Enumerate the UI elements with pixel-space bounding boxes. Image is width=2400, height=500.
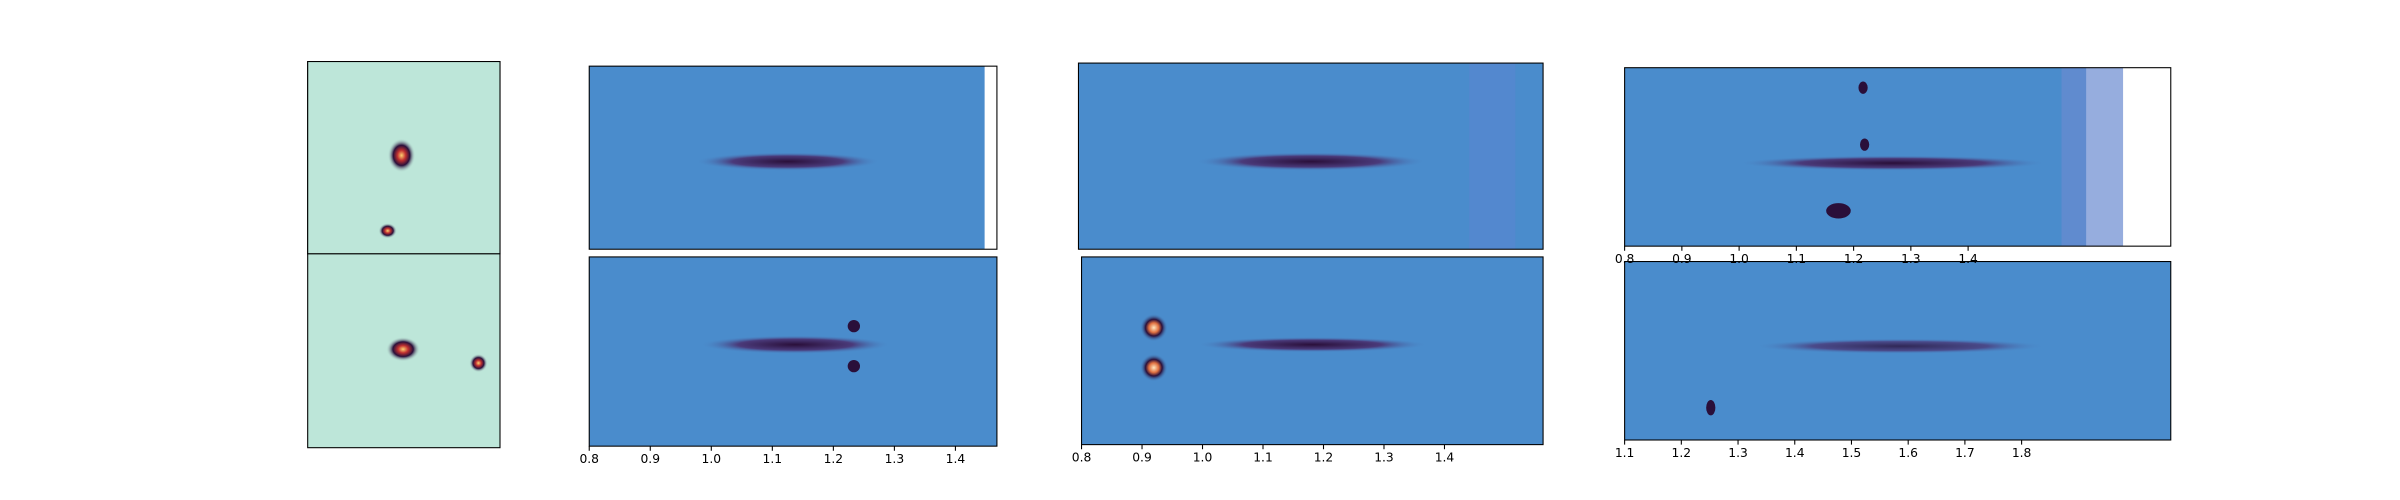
x-tick-label: 1.2 bbox=[824, 452, 844, 466]
x-tick-label: 1.0 bbox=[1729, 252, 1749, 266]
x-tick-label: 0.9 bbox=[1672, 252, 1692, 266]
spectrum-image bbox=[1077, 62, 1544, 250]
spectrum-image bbox=[1624, 261, 2172, 441]
x-tick-label: 1.2 bbox=[1672, 446, 1692, 460]
x-tick-label: 1.3 bbox=[1374, 451, 1394, 465]
x-tick-label: 1.4 bbox=[1785, 446, 1805, 460]
spectrum-image bbox=[1081, 256, 1544, 446]
x-tick-label: 0.8 bbox=[579, 452, 599, 466]
x-tick-label: 1.6 bbox=[1898, 446, 1918, 460]
thumbnail bbox=[307, 61, 501, 255]
x-tick-label: 1.2 bbox=[1314, 451, 1334, 465]
x-tick-label: 1.4 bbox=[946, 452, 966, 466]
x-tick-label: 1.5 bbox=[1842, 446, 1862, 460]
x-tick-label: 0.8 bbox=[1072, 451, 1092, 465]
spectrum-image bbox=[588, 65, 998, 250]
x-tick-label: 1.4 bbox=[1435, 451, 1455, 465]
x-tick-label: 0.8 bbox=[1615, 252, 1635, 266]
x-tick-label: 1.1 bbox=[1615, 446, 1635, 460]
x-tick-label: 1.7 bbox=[1955, 446, 1975, 460]
thumbnail bbox=[307, 253, 501, 449]
x-tick-label: 1.3 bbox=[1901, 252, 1921, 266]
x-tick-label: 1.4 bbox=[1958, 252, 1978, 266]
x-tick-label: 1.0 bbox=[702, 452, 722, 466]
x-tick-label: 1.3 bbox=[885, 452, 905, 466]
x-tick-label: 0.9 bbox=[640, 452, 660, 466]
spectrum-image bbox=[1624, 67, 2172, 247]
x-tick-label: 1.0 bbox=[1193, 451, 1213, 465]
x-tick-label: 1.1 bbox=[763, 452, 783, 466]
x-tick-label: 1.1 bbox=[1787, 252, 1807, 266]
x-tick-label: 1.3 bbox=[1728, 446, 1748, 460]
x-tick-label: 1.1 bbox=[1253, 451, 1273, 465]
x-tick-label: 1.8 bbox=[2012, 446, 2032, 460]
spectrum-image bbox=[588, 256, 998, 447]
x-tick-label: 0.9 bbox=[1132, 451, 1152, 465]
x-tick-label: 1.2 bbox=[1844, 252, 1864, 266]
